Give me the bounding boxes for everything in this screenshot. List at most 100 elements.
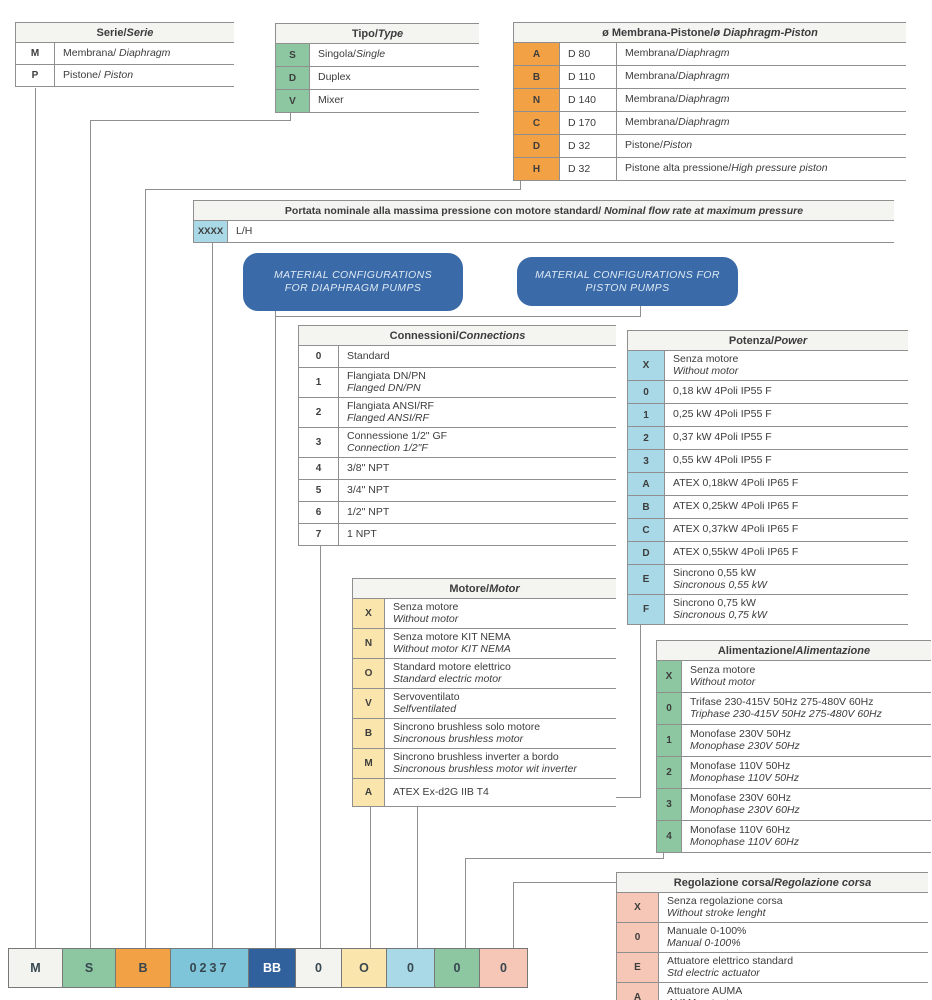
code-cell: D	[514, 135, 560, 157]
code-cell: H	[514, 158, 560, 180]
description-cell: Membrana/Diaphragm	[625, 93, 730, 106]
diaphragm-piston-table: ø Membrana-Pistone/ø Diaphragm-Piston A …	[513, 22, 906, 181]
motor-table-title: Motore/Motor	[353, 578, 616, 599]
code-cell: E	[617, 953, 659, 982]
table-row: 2 Flangiata ANSI/RF Flanged ANSI/RF	[299, 398, 616, 428]
table-row: H D 32 Pistone alta pressione/High press…	[514, 158, 906, 181]
description-cell: 1/2" NPT	[347, 505, 390, 518]
table-row: X Senza regolazione corsa Without stroke…	[617, 893, 928, 923]
description-cell: Connessione 1/2" GF Connection 1/2"F	[347, 430, 448, 454]
code-cell: E	[628, 565, 665, 594]
table-row: D Duplex	[276, 67, 479, 90]
code-cell: A	[514, 43, 560, 65]
description-cell: Sincrono brushless solo motore Sincronou…	[393, 721, 541, 745]
table-row: 0 Manuale 0-100% Manual 0-100%	[617, 923, 928, 953]
code-cell: 2	[657, 757, 682, 788]
table-row: 2 Monofase 110V 50Hz Monophase 110V 50Hz	[657, 757, 931, 789]
description-cell: Standard	[347, 349, 390, 362]
description-cell: Pistone/ Piston	[63, 68, 134, 81]
connector-line	[640, 295, 641, 317]
code-cell: O	[353, 659, 385, 688]
connector-line	[290, 105, 291, 121]
table-row: P Pistone/ Piston	[16, 65, 234, 87]
table-row: V Mixer	[276, 90, 479, 113]
table-row: X Senza motore Without motor	[353, 599, 616, 629]
description-cell: Singola/Single	[318, 48, 386, 61]
description-cell: Membrana/Diaphragm	[625, 70, 730, 83]
code-cell: D	[628, 542, 665, 564]
description-cell: Monofase 230V 60Hz Monophase 230V 60Hz	[690, 792, 800, 816]
description-cell: Monofase 110V 50Hz Monophase 110V 50Hz	[690, 760, 799, 784]
code-cell: A	[353, 779, 385, 806]
description-cell: Trifase 230-415V 50Hz 275-480V 60Hz Trip…	[690, 696, 882, 720]
serie-table-title: Serie/Serie	[16, 22, 234, 43]
table-row: V Servoventilato Selfventilated	[353, 689, 616, 719]
description-cell: Membrana/Diaphragm	[625, 47, 730, 60]
description-cell: Monofase 110V 60Hz Monophase 110V 60Hz	[690, 824, 799, 848]
description-cell: ATEX 0,25kW 4Poli IP65 F	[673, 500, 799, 513]
code-cell: C	[628, 519, 665, 541]
diameter-cell: D 140	[560, 89, 617, 111]
description-cell: L/H	[236, 224, 253, 237]
table-row: E Sincrono 0,55 kW Sincronous 0,55 kW	[628, 565, 908, 595]
stroke-adjustment-table: Regolazione corsa/Regolazione corsa X Se…	[616, 872, 928, 1000]
serie-table: Serie/Serie M Membrana/ Diaphragm P Pist…	[15, 22, 234, 87]
code-strip-cell: 0	[434, 948, 480, 988]
code-cell: B	[628, 496, 665, 518]
code-cell: 7	[299, 524, 339, 545]
code-strip: M S B 0237 BB 0 O 0 0 0	[8, 948, 528, 988]
code-cell: B	[514, 66, 560, 88]
connector-line	[417, 797, 418, 948]
table-row: B ATEX 0,25kW 4Poli IP65 F	[628, 496, 908, 519]
power-supply-table: Alimentazione/Alimentazione X Senza moto…	[656, 640, 931, 853]
code-cell: X	[353, 599, 385, 628]
table-row: 3 Monofase 230V 60Hz Monophase 230V 60Hz	[657, 789, 931, 821]
code-cell: 4	[657, 821, 682, 852]
table-row: S Singola/Single	[276, 44, 479, 67]
description-cell: 3/4" NPT	[347, 483, 390, 496]
code-strip-cell: S	[62, 948, 116, 988]
power-table-title: Potenza/Power	[628, 330, 908, 351]
description-cell: 0,55 kW 4Poli IP55 F	[673, 454, 772, 467]
code-cell: 1	[628, 404, 665, 426]
description-cell: Pistone alta pressione/High pressure pis…	[625, 162, 828, 175]
table-row: A ATEX 0,18kW 4Poli IP65 F	[628, 473, 908, 496]
table-row: 0 0,18 kW 4Poli IP55 F	[628, 381, 908, 404]
description-cell: Duplex	[318, 71, 351, 84]
code-cell: 1	[299, 368, 339, 397]
code-strip-cell: 0237	[170, 948, 249, 988]
table-row: C ATEX 0,37kW 4Poli IP65 F	[628, 519, 908, 542]
code-cell: C	[514, 112, 560, 134]
table-row: 4 3/8" NPT	[299, 458, 616, 480]
diameter-cell: D 32	[560, 158, 617, 180]
code-cell: 6	[299, 502, 339, 523]
description-cell: Standard motore elettrico Standard elect…	[393, 661, 511, 685]
description-cell: 1 NPT	[347, 527, 377, 540]
diameter-cell: D 170	[560, 112, 617, 134]
code-strip-cell: B	[115, 948, 171, 988]
motor-table: Motore/Motor X Senza motore Without moto…	[352, 578, 616, 807]
description-cell: Flangiata ANSI/RF Flanged ANSI/RF	[347, 400, 434, 424]
code-strip-cell: BB	[248, 948, 296, 988]
connector-line	[370, 760, 371, 948]
connector-line	[90, 120, 291, 121]
description-cell: Pistone/Piston	[625, 139, 693, 152]
connections-table: Connessioni/Connections 0 Standard 1 Fla…	[298, 325, 616, 546]
table-row: D ATEX 0,55kW 4Poli IP65 F	[628, 542, 908, 565]
code-cell: S	[276, 44, 310, 66]
description-cell: Senza motore KIT NEMA Without motor KIT …	[393, 631, 511, 655]
connector-line	[145, 189, 146, 948]
table-row: A Attuatore AUMA AUMA actuator	[617, 983, 928, 1000]
description-cell: ATEX Ex-d2G IIB T4	[393, 785, 489, 798]
code-strip-cell: 0	[386, 948, 435, 988]
table-row: 2 0,37 kW 4Poli IP55 F	[628, 427, 908, 450]
code-cell: N	[514, 89, 560, 111]
power-table: Potenza/Power X Senza motore Without mot…	[627, 330, 908, 625]
code-cell: X	[617, 893, 659, 922]
code-cell: M	[353, 749, 385, 778]
table-row: 3 Connessione 1/2" GF Connection 1/2"F	[299, 428, 616, 458]
code-cell: 3	[628, 450, 665, 472]
flow-rate-table-title: Portata nominale alla massima pressione …	[194, 200, 894, 221]
table-row: B Sincrono brushless solo motore Sincron…	[353, 719, 616, 749]
